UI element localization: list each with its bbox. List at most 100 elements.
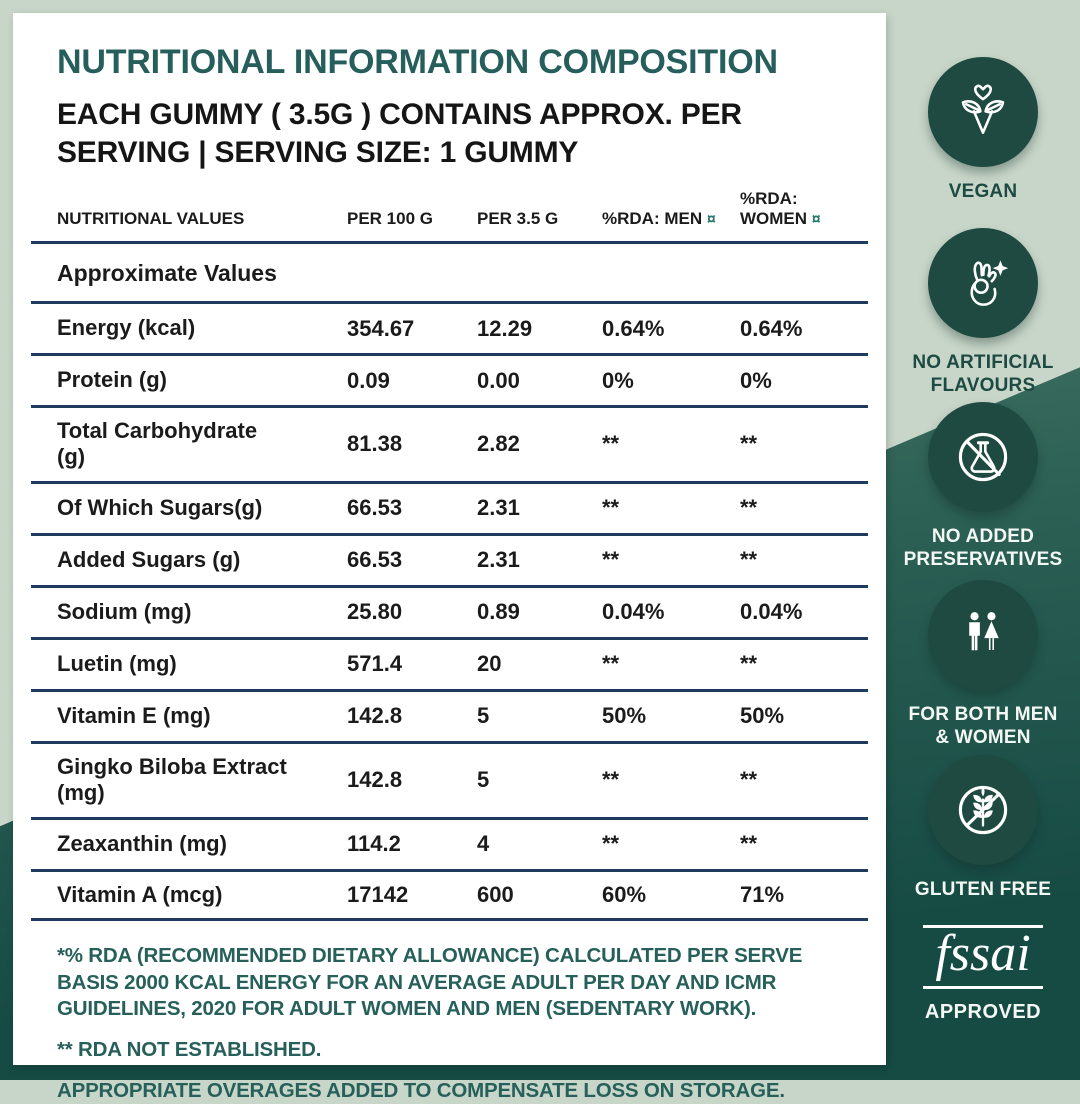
row-value-per-100g: 354.67	[347, 315, 415, 341]
row-value-per-3-5g: 5	[477, 703, 490, 729]
row-label: Of Which Sugars(g)	[57, 495, 263, 521]
vegan-icon	[961, 84, 1005, 134]
row-label: Vitamin A (mcg)	[57, 881, 223, 907]
table-row: Protein (g) 0.09 0.00 0% 0%	[31, 353, 868, 405]
table-row: Gingko Biloba Extract (mg) 142.8 5 ** **	[31, 740, 868, 817]
table-row: Of Which Sugars(g) 66.53 2.31 ** **	[31, 480, 868, 533]
row-label: Total Carbohydrate (g)	[57, 418, 258, 470]
row-value-rda-men: 0%	[602, 367, 634, 393]
row-value-per-3-5g: 12.29	[477, 315, 533, 341]
rda-mark-icon: ¤	[706, 211, 716, 228]
badge-rail: VEGAN NO ARTIFICIAL FLAVOURS NO ADDED PR	[886, 0, 1080, 1080]
table-body: Energy (kcal) 354.67 12.29 0.64% 0.64% P…	[31, 301, 868, 921]
row-value-rda-women: 0.64%	[740, 315, 803, 341]
badge-no-artificial-flavours: NO ARTIFICIAL FLAVOURS	[886, 228, 1080, 397]
row-value-rda-men: **	[602, 547, 620, 573]
row-label: Zeaxanthin (mg)	[57, 830, 227, 856]
row-value-rda-women: **	[740, 767, 758, 793]
no-gluten-icon	[958, 785, 1008, 835]
row-value-rda-women: 50%	[740, 703, 785, 729]
men-women-icon	[969, 612, 999, 651]
row-value-per-100g: 0.09	[347, 367, 390, 393]
row-value-per-3-5g: 600	[477, 881, 514, 907]
row-value-per-3-5g: 2.31	[477, 495, 520, 521]
row-value-rda-men: **	[602, 651, 620, 677]
row-value-per-3-5g: 20	[477, 651, 502, 677]
row-value-per-3-5g: 2.31	[477, 547, 520, 573]
serving-info: EACH GUMMY ( 3.5G ) CONTAINS APPROX. PER…	[57, 98, 742, 169]
fssai-approved-label: APPROVED	[924, 1001, 1042, 1023]
table-row: Added Sugars (g) 66.53 2.31 ** **	[31, 532, 868, 585]
row-value-per-100g: 571.4	[347, 651, 403, 677]
fssai-logo: fssai	[923, 925, 1043, 989]
row-value-rda-men: **	[602, 767, 620, 793]
badge-circle	[928, 755, 1038, 865]
row-value-per-100g: 66.53	[347, 495, 403, 521]
badge-gluten-free: GLUTEN FREE	[886, 755, 1080, 901]
badge-vegan: VEGAN	[886, 57, 1080, 203]
table-header-row: NUTRITIONAL VALUES PER 100 G PER 3.5 G %…	[31, 189, 868, 241]
row-label: Energy (kcal)	[57, 315, 196, 341]
table-row: Energy (kcal) 354.67 12.29 0.64% 0.64%	[31, 301, 868, 353]
badge-for-both-men-and-women: FOR BOTH MEN & WOMEN	[886, 580, 1080, 749]
badge-label: NO ADDED PRESERVATIVES	[903, 526, 1063, 571]
row-value-rda-women: **	[740, 547, 758, 573]
row-value-per-100g: 25.80	[347, 599, 403, 625]
row-value-rda-men: **	[602, 431, 620, 457]
row-value-per-3-5g: 0.00	[477, 367, 520, 393]
badge-circle	[928, 57, 1038, 167]
row-value-rda-men: 60%	[602, 881, 647, 907]
row-value-rda-men: 50%	[602, 703, 647, 729]
badge-circle	[928, 402, 1038, 512]
table-row: Total Carbohydrate (g) 81.38 2.82 ** **	[31, 405, 868, 481]
ok-hand-icon	[970, 260, 1009, 306]
column-header-per-3-5g: PER 3.5 G	[477, 209, 559, 228]
badge-label: VEGAN	[948, 181, 1018, 202]
rda-mark-icon: ¤	[811, 211, 821, 228]
row-value-per-100g: 114.2	[347, 831, 401, 857]
row-value-per-3-5g: 0.89	[477, 599, 520, 625]
badge-circle	[928, 228, 1038, 338]
row-label: Added Sugars (g)	[57, 547, 241, 573]
row-value-rda-men: **	[602, 831, 620, 857]
badge-fssai-approved: fssai APPROVED	[886, 925, 1080, 1024]
row-value-per-3-5g: 5	[477, 767, 490, 793]
column-header-rda-men: %RDA: MEN ¤	[602, 209, 716, 228]
badge-circle	[928, 580, 1038, 690]
row-value-per-100g: 142.8	[347, 703, 403, 729]
row-value-rda-men: **	[602, 495, 620, 521]
footnote-rda-basis: *% RDA (RECOMMENDED DIETARY ALLOWANCE) C…	[57, 943, 803, 1021]
nutrition-info-card: NUTRITIONAL INFORMATION COMPOSITION EACH…	[13, 13, 886, 1102]
row-value-rda-women: **	[740, 431, 758, 457]
row-value-rda-women: 0%	[740, 367, 772, 393]
row-label: Sodium (mg)	[57, 599, 192, 625]
row-value-per-100g: 142.8	[347, 767, 403, 793]
table-row: Luetin (mg) 571.4 20 ** **	[31, 636, 868, 689]
column-header-per-100g: PER 100 G	[347, 209, 433, 228]
row-value-rda-men: 0.04%	[602, 599, 665, 625]
row-value-per-100g: 17142	[347, 881, 409, 907]
no-flask-icon	[958, 432, 1008, 482]
table-row: Zeaxanthin (mg) 114.2 4 ** **	[31, 816, 868, 869]
badge-label: FOR BOTH MEN & WOMEN	[908, 704, 1058, 749]
column-header-nutritional-values: NUTRITIONAL VALUES	[57, 209, 245, 228]
row-value-rda-women: **	[740, 651, 758, 677]
row-value-per-3-5g: 4	[477, 831, 490, 857]
row-label: Gingko Biloba Extract (mg)	[57, 753, 287, 806]
column-header-rda-women: %RDA: WOMEN ¤	[740, 189, 821, 228]
nutrition-table: NUTRITIONAL VALUES PER 100 G PER 3.5 G %…	[31, 189, 868, 921]
row-value-per-100g: 66.53	[347, 547, 403, 573]
row-label: Protein (g)	[57, 367, 167, 393]
table-row: Vitamin A (mcg) 17142 600 60% 71%	[31, 868, 868, 921]
row-label: Luetin (mg)	[57, 651, 177, 677]
row-value-per-100g: 81.38	[347, 431, 403, 457]
row-value-rda-women: 0.04%	[740, 599, 803, 625]
row-value-per-3-5g: 2.82	[477, 431, 520, 457]
row-value-rda-women: 71%	[740, 881, 785, 907]
badge-label: GLUTEN FREE	[914, 879, 1052, 900]
table-row: Sodium (mg) 25.80 0.89 0.04% 0.04%	[31, 584, 868, 637]
row-value-rda-women: **	[740, 495, 758, 521]
table-row: Vitamin E (mg) 142.8 5 50% 50%	[31, 688, 868, 741]
badge-label: NO ARTIFICIAL FLAVOURS	[912, 352, 1054, 397]
footnote-rda-not-established: ** RDA NOT ESTABLISHED.	[57, 1037, 322, 1061]
